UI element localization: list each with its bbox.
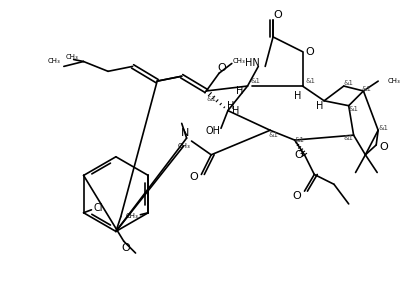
Text: O: O (294, 150, 303, 160)
Text: &1: &1 (268, 132, 278, 138)
Text: CH₃: CH₃ (232, 58, 245, 65)
Text: H: H (232, 106, 239, 115)
Text: &1: &1 (295, 137, 305, 143)
Text: &1: &1 (344, 135, 354, 141)
Text: CH₃: CH₃ (65, 54, 78, 60)
Text: O: O (122, 243, 130, 253)
Text: CH₃: CH₃ (126, 213, 138, 219)
Text: OH: OH (206, 126, 221, 136)
Text: Cl: Cl (93, 203, 103, 213)
Text: H: H (316, 101, 323, 111)
Text: CH₃: CH₃ (388, 78, 401, 84)
Text: &1: &1 (378, 125, 388, 131)
Text: CH₃: CH₃ (48, 58, 61, 65)
Text: H: H (294, 91, 301, 101)
Text: H: H (236, 86, 243, 96)
Text: N: N (180, 128, 189, 138)
Text: &1: &1 (344, 80, 354, 86)
Text: CH₃: CH₃ (177, 143, 190, 149)
Text: &1: &1 (361, 86, 371, 92)
Text: &1: &1 (250, 78, 260, 84)
Text: H: H (227, 101, 235, 111)
Text: O: O (273, 10, 282, 20)
Text: O: O (218, 63, 226, 73)
Text: O: O (305, 47, 314, 57)
Text: O: O (292, 191, 301, 201)
Text: O: O (189, 173, 198, 182)
Text: O: O (380, 142, 389, 152)
Text: &1: &1 (306, 78, 315, 84)
Text: &1: &1 (206, 96, 216, 102)
Text: &1: &1 (348, 106, 358, 112)
Text: HN: HN (245, 58, 260, 69)
